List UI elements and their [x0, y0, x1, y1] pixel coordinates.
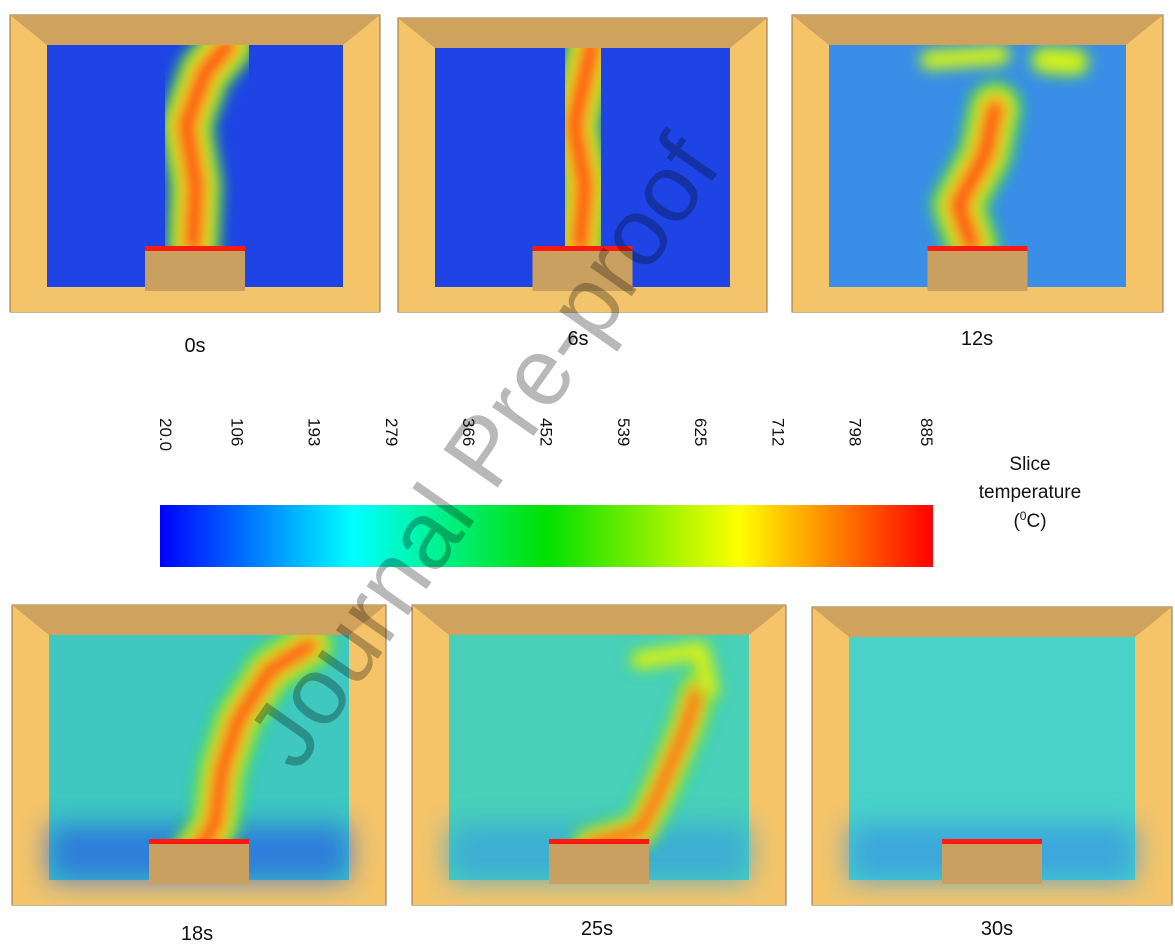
burner	[149, 842, 249, 884]
colorbar-tick-label: 106	[227, 418, 246, 446]
simulation-panel: 0s	[10, 15, 380, 357]
colorbar-tick-label: 885	[917, 418, 936, 446]
ceiling	[412, 605, 786, 635]
burner	[942, 842, 1042, 884]
colorbar-title: temperature	[979, 482, 1081, 503]
ceiling	[812, 607, 1172, 637]
ceiling	[792, 15, 1163, 45]
time-label: 30s	[981, 918, 1013, 940]
simulation-panel: 30s	[812, 607, 1172, 940]
burner	[928, 249, 1028, 291]
burner-surface	[149, 839, 249, 844]
colorbar-tick-label: 798	[846, 418, 865, 446]
simulation-panel: 12s	[792, 15, 1163, 350]
plume-band	[1045, 60, 1075, 62]
plume-band	[930, 55, 1000, 60]
burner-surface	[145, 246, 245, 251]
colorbar-title: Slice	[1009, 454, 1050, 475]
colorbar-tick-label: 539	[614, 418, 633, 446]
colorbar-tick-label: 625	[691, 418, 710, 446]
simulation-panel: 25s	[412, 605, 786, 940]
colorbar-tick-label: 20.0	[156, 418, 175, 451]
ceiling	[398, 18, 767, 48]
time-label: 18s	[181, 923, 213, 945]
colorbar-tick-label: 193	[305, 418, 324, 446]
burner	[549, 842, 649, 884]
time-label: 25s	[581, 918, 613, 940]
burner-surface	[549, 839, 649, 844]
colorbar-tick-label: 279	[382, 418, 401, 446]
time-label: 0s	[184, 335, 205, 357]
colorbar	[160, 505, 933, 567]
time-label: 12s	[961, 328, 993, 350]
burner-surface	[942, 839, 1042, 844]
colorbar-tick-label: 712	[768, 418, 787, 446]
burner-surface	[928, 246, 1028, 251]
ceiling	[10, 15, 380, 45]
burner	[145, 249, 245, 291]
colorbar-unit: (0C)	[1013, 509, 1046, 532]
figure: 0s6s12s18s25s30s 20.01061932793664525396…	[0, 0, 1175, 947]
